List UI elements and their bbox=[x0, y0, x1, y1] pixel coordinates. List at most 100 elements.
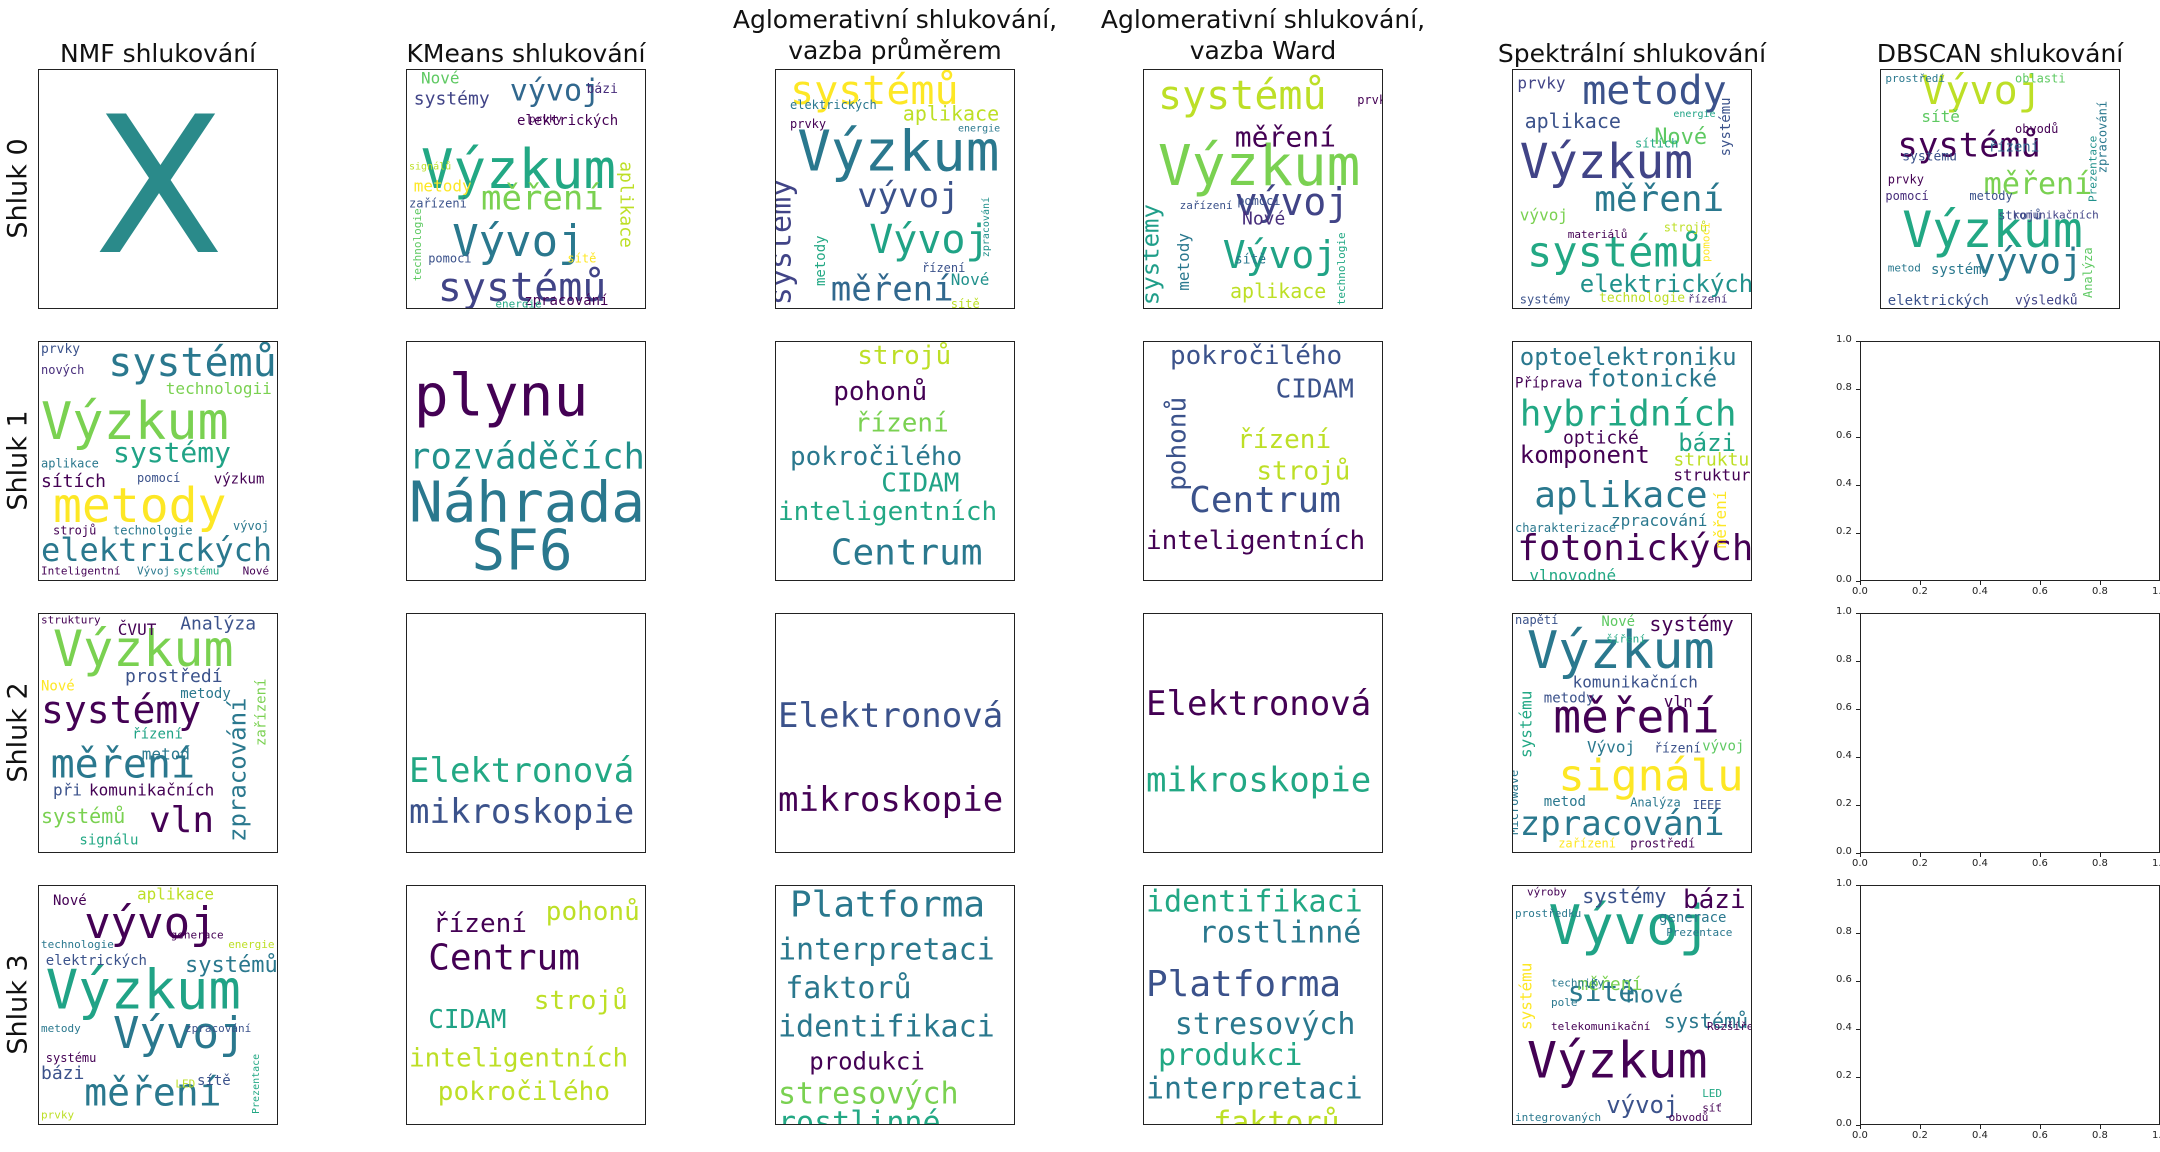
word: pomocí bbox=[428, 252, 471, 266]
word: vln bbox=[149, 800, 214, 841]
wordcloud-svg: Výzkum systémů Vývoj měření vývoj systémy apli… bbox=[776, 70, 1000, 308]
word: faktorů bbox=[1213, 1105, 1339, 1125]
word: inteligentních bbox=[778, 497, 997, 527]
word: Vývoj bbox=[1587, 737, 1635, 756]
word: vývoj bbox=[1235, 180, 1349, 224]
x-glyph: X bbox=[94, 76, 224, 297]
word: komunikačních bbox=[89, 781, 214, 800]
word: měření bbox=[1235, 121, 1336, 154]
word: Centrum bbox=[831, 533, 983, 574]
word: IEEE bbox=[1693, 798, 1722, 812]
y-tick-mark bbox=[1856, 484, 1860, 486]
word: systémů bbox=[790, 70, 959, 114]
word: elektrických bbox=[517, 113, 618, 129]
wordcloud-panel-r3-c4: Vývoj Výzkum sítě nové měření systémy systémů b… bbox=[1512, 885, 1752, 1125]
column-title-5: DBSCAN shlukování bbox=[1876, 39, 2124, 68]
word: elektrických bbox=[1888, 293, 1989, 309]
word: řízení bbox=[433, 909, 527, 939]
word: pomocí bbox=[137, 471, 180, 485]
y-tick-label: 0.2 bbox=[1836, 798, 1852, 809]
word: vývoj bbox=[510, 73, 600, 108]
y-tick-mark bbox=[1856, 580, 1860, 582]
wordcloud-svg: hybridních aplikace fotonických optoelektro… bbox=[1515, 343, 1752, 580]
word: LED bbox=[1702, 1087, 1722, 1100]
word: zpracování bbox=[524, 293, 608, 309]
word: energie bbox=[228, 938, 274, 951]
y-tick-mark bbox=[1856, 708, 1860, 710]
word: zařízení bbox=[253, 679, 269, 746]
word: vývoj bbox=[84, 898, 216, 949]
wordcloud-svg: Výzkum systémů vývoj Vývoj měření systémy apli… bbox=[1144, 73, 1382, 305]
word: prvky bbox=[41, 1109, 74, 1122]
word: identifikaci bbox=[1146, 886, 1363, 920]
y-tick-label: 0.4 bbox=[1836, 1022, 1852, 1033]
word: Inteligentní bbox=[41, 565, 120, 578]
word: metody bbox=[813, 235, 829, 286]
word: techniky bbox=[1551, 977, 1604, 990]
wordcloud-panel-r0-c5: Výzkum Vývoj systémů měření vývoj sítě systémy… bbox=[1880, 69, 2120, 309]
word: Nové bbox=[41, 679, 75, 695]
word: sítě bbox=[1568, 975, 1635, 1008]
y-tick-mark bbox=[1856, 804, 1860, 806]
word: Výzkum bbox=[41, 392, 229, 452]
y-tick-label: 0.8 bbox=[1836, 654, 1852, 665]
x-tick-label: 0.0 bbox=[1852, 858, 1868, 869]
y-tick-mark bbox=[1856, 660, 1860, 662]
word: systémů bbox=[185, 952, 278, 978]
wordcloud-panel-r2-c4: Výzkum měření signálu zpracování komunikační… bbox=[1512, 613, 1752, 853]
word: řízení bbox=[922, 261, 965, 275]
word: systémy bbox=[41, 688, 201, 732]
wordcloud-svg: Výzkum systémy měření vln zpracování systémů p… bbox=[41, 614, 269, 848]
x-tick-mark bbox=[1979, 1125, 1981, 1129]
word: struktur bbox=[1673, 449, 1752, 470]
word: řízení bbox=[1688, 293, 1728, 306]
word: řízení bbox=[1989, 140, 2040, 156]
word: systémů bbox=[438, 265, 607, 309]
word: obvodů bbox=[2015, 122, 2058, 136]
word: napětí bbox=[1515, 614, 1558, 627]
word: metody bbox=[1174, 233, 1193, 291]
wordcloud-svg: X bbox=[94, 76, 224, 297]
word: aplikace bbox=[1525, 109, 1621, 133]
word: strojů bbox=[1256, 456, 1350, 486]
word: systémy bbox=[1931, 262, 1990, 278]
wordcloud-panel-r0-c3: Výzkum systémů vývoj Vývoj měření systémy apli… bbox=[1143, 69, 1383, 309]
word: struktury bbox=[1673, 465, 1752, 484]
word: aplikace bbox=[41, 456, 99, 470]
word: sítě bbox=[567, 252, 596, 266]
word: měření bbox=[481, 178, 604, 218]
word: sítě bbox=[1921, 107, 1960, 126]
word: optické bbox=[1563, 428, 1639, 449]
x-tick-mark bbox=[1919, 581, 1921, 585]
x-tick-mark bbox=[1979, 581, 1981, 585]
wordcloud-panel-r1-c0: Výzkum systémů metody elektrických systémy te… bbox=[38, 341, 278, 581]
wordcloud-panel-r1-c1: plynu rozváděčích Náhrada SF6 bbox=[406, 341, 646, 581]
y-tick-mark bbox=[1856, 340, 1860, 342]
column-title-4: Spektrální shlukování bbox=[1497, 39, 1767, 68]
word: řízení bbox=[1654, 741, 1701, 756]
word: Výzkum bbox=[1527, 621, 1715, 681]
word: pole bbox=[1551, 996, 1578, 1009]
word: pohonů bbox=[546, 897, 640, 927]
wordcloud-panel-r1-c3: pokročilého CIDAM pohonů řízení strojů Centru… bbox=[1143, 341, 1383, 581]
word: systémy bbox=[776, 179, 798, 305]
word: pohonů bbox=[1163, 397, 1193, 491]
word: prostředí bbox=[1885, 72, 1945, 85]
x-tick-label: 1.0 bbox=[2152, 1130, 2160, 1141]
y-tick-label: 0.6 bbox=[1836, 702, 1852, 713]
wordcloud-svg: pokročilého CIDAM pohonů řízenístrojůCentru… bbox=[1146, 342, 1365, 556]
wordcloud-panel-r2-c1: Elektronová mikroskopie bbox=[406, 613, 646, 853]
word: výzkum bbox=[214, 472, 265, 488]
word: zpracování bbox=[1520, 804, 1725, 844]
y-tick-label: 0.0 bbox=[1836, 1118, 1852, 1129]
word: technologie bbox=[411, 208, 424, 281]
word: komunikačních bbox=[1573, 673, 1698, 692]
word: systému bbox=[173, 565, 219, 578]
word: Platforma bbox=[790, 886, 985, 926]
word: Centrum bbox=[1189, 480, 1341, 521]
y-tick-mark bbox=[1856, 756, 1860, 758]
word: šíření bbox=[1606, 633, 1646, 646]
word: Microwave bbox=[1513, 770, 1521, 835]
y-tick-mark bbox=[1856, 932, 1860, 934]
word: Prezentace bbox=[1666, 926, 1732, 939]
